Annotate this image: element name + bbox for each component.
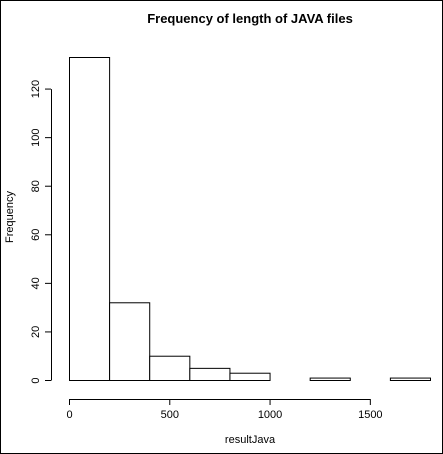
histogram-bar — [229, 372, 271, 382]
x-tick-label: 1000 — [258, 409, 282, 421]
y-tick-label: 40 — [30, 277, 42, 289]
y-tick-label: 0 — [30, 377, 42, 383]
y-tick-label: 60 — [30, 229, 42, 241]
x-tick-label: 0 — [66, 409, 72, 421]
x-axis-label: resultJava — [225, 434, 276, 446]
y-tick-label: 120 — [30, 80, 42, 98]
y-axis-label: Frequency — [4, 191, 16, 243]
histogram-bars — [69, 57, 431, 382]
histogram-bar — [189, 367, 231, 382]
x-tick-label: 500 — [161, 409, 179, 421]
y-tick-label: 100 — [30, 128, 42, 146]
y-axis: 0 20 40 60 80 100 120 — [30, 80, 52, 384]
x-axis: 0 500 1000 1500 — [66, 399, 383, 421]
chart-title: Frequency of length of JAVA files — [147, 11, 353, 26]
histogram-bar — [149, 355, 191, 382]
y-tick-label: 80 — [30, 180, 42, 192]
histogram-bar — [69, 57, 111, 381]
x-tick-label: 1500 — [358, 409, 382, 421]
y-tick-label: 20 — [30, 326, 42, 338]
histogram-bar — [309, 377, 351, 382]
histogram-bar — [389, 377, 431, 382]
histogram-bar — [109, 302, 151, 381]
